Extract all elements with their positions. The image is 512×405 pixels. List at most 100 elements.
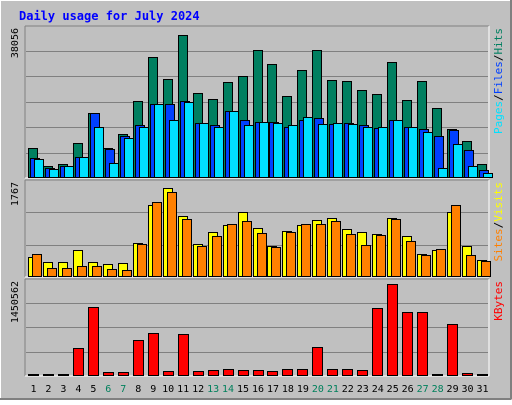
x-label-day-25: 25 <box>387 384 399 395</box>
bar-kbytes-day-3 <box>58 374 69 376</box>
panel-kbytes: 1450562 KBytes <box>10 278 505 377</box>
bar-kbytes-day-16 <box>253 370 264 376</box>
legend-visits-sites: Sites/Visits <box>492 182 505 262</box>
x-label-day-26: 26 <box>402 384 414 395</box>
bar-kbytes-day-28 <box>432 374 443 376</box>
bar-pages-day-9 <box>154 104 164 178</box>
x-label-day-29: 29 <box>447 384 459 395</box>
x-label-day-20: 20 <box>312 384 324 395</box>
x-axis-labels: 1 2 3 4 5 6 7 8 9 10 11 12 13 14 15 16 17 18 19 20 21 22 23 24 2… <box>30 384 488 395</box>
bar-kbytes-day-27 <box>417 312 428 376</box>
legend-separator: / <box>492 94 505 101</box>
x-label-day-30: 30 <box>462 384 474 395</box>
bar-kbytes-day-10 <box>163 371 174 376</box>
bar-kbytes-day-19 <box>297 369 308 376</box>
y-max-label: 1450562 <box>10 281 21 323</box>
bar-pages-day-4 <box>79 157 89 178</box>
bar-sites-day-30 <box>466 255 476 277</box>
bar-sites-day-22 <box>346 234 356 277</box>
x-label-day-14: 14 <box>222 384 234 395</box>
bar-sites-day-21 <box>331 221 341 277</box>
bar-pages-day-29 <box>453 144 463 178</box>
legend-item-pages: Pages <box>492 101 505 134</box>
bar-kbytes-day-2 <box>43 374 54 376</box>
bar-sites-day-25 <box>391 219 401 277</box>
bar-pages-day-14 <box>229 111 239 178</box>
bar-kbytes-day-21 <box>327 369 338 376</box>
bar-sites-day-6 <box>107 269 117 277</box>
x-label-day-31: 31 <box>476 384 488 395</box>
bar-pages-day-12 <box>199 123 209 178</box>
bar-pages-day-6 <box>109 163 119 178</box>
x-label-day-13: 13 <box>207 384 219 395</box>
x-label-day-17: 17 <box>267 384 279 395</box>
bar-sites-day-3 <box>62 268 72 277</box>
x-label-day-9: 9 <box>150 384 156 395</box>
legend-item-hits: Hits <box>492 28 505 55</box>
legend-hits-files-pages: Pages/Files/Hits <box>492 28 505 134</box>
bar-pages-day-17 <box>273 123 283 178</box>
bar-sites-day-5 <box>92 266 102 277</box>
bar-pages-day-22 <box>348 124 358 178</box>
bar-sites-day-18 <box>286 232 296 277</box>
bar-kbytes-day-12 <box>193 371 204 376</box>
bar-kbytes-day-24 <box>372 308 383 376</box>
bar-sites-day-17 <box>271 247 281 277</box>
bar-kbytes-day-8 <box>133 340 144 376</box>
panel-visits-sites: 1767 Sites/Visits <box>10 179 505 278</box>
legend-item-files: Files <box>492 61 505 94</box>
bar-sites-day-19 <box>301 224 311 277</box>
bar-sites-day-29 <box>451 205 461 277</box>
legend-item-kbytes: KBytes <box>492 281 505 321</box>
bar-sites-day-20 <box>316 224 326 277</box>
bar-sites-day-7 <box>122 270 132 277</box>
bar-pages-day-23 <box>363 127 373 178</box>
legend-item-sites: Sites <box>492 228 505 261</box>
y-max-label: 38056 <box>10 28 21 58</box>
bar-pages-day-27 <box>423 132 433 178</box>
bar-kbytes-day-1 <box>28 374 39 376</box>
y-max-label: 1767 <box>10 182 21 206</box>
bar-sites-day-23 <box>361 245 371 277</box>
bar-sites-day-14 <box>227 224 237 277</box>
x-label-day-3: 3 <box>60 384 66 395</box>
bar-pages-day-21 <box>333 123 343 178</box>
legend-separator: / <box>492 55 505 62</box>
bar-sites-day-4 <box>77 266 87 277</box>
bar-pages-day-28 <box>438 168 448 178</box>
x-label-day-21: 21 <box>327 384 339 395</box>
x-label-day-11: 11 <box>177 384 189 395</box>
bar-kbytes-day-31 <box>477 374 488 376</box>
bar-pages-day-13 <box>214 127 224 178</box>
bar-kbytes-day-18 <box>282 369 293 376</box>
bar-sites-day-26 <box>406 241 416 277</box>
bar-sites-day-31 <box>481 261 491 277</box>
bar-sites-day-8 <box>137 244 147 277</box>
x-label-day-23: 23 <box>357 384 369 395</box>
bar-kbytes-day-4 <box>73 348 84 376</box>
x-label-day-4: 4 <box>75 384 81 395</box>
bar-kbytes-day-11 <box>178 334 189 376</box>
bar-pages-day-7 <box>124 138 134 178</box>
bar-kbytes-day-6 <box>103 372 114 376</box>
bar-pages-day-26 <box>408 127 418 178</box>
bar-sites-day-10 <box>167 192 177 277</box>
x-label-day-5: 5 <box>90 384 96 395</box>
bar-pages-day-2 <box>49 169 59 178</box>
bar-kbytes-day-13 <box>208 370 219 376</box>
legend-item-visits: Visits <box>492 182 505 222</box>
bar-pages-day-24 <box>378 127 388 178</box>
bar-pages-day-1 <box>34 159 44 178</box>
bar-pages-day-25 <box>393 120 403 178</box>
x-label-day-7: 7 <box>120 384 126 395</box>
bar-kbytes-day-29 <box>447 324 458 376</box>
x-label-day-28: 28 <box>432 384 444 395</box>
bar-sites-day-24 <box>376 235 386 277</box>
legend-kbytes: KBytes <box>492 281 505 321</box>
x-label-day-10: 10 <box>162 384 174 395</box>
bar-kbytes-day-5 <box>88 307 99 376</box>
bar-sites-day-28 <box>436 249 446 277</box>
